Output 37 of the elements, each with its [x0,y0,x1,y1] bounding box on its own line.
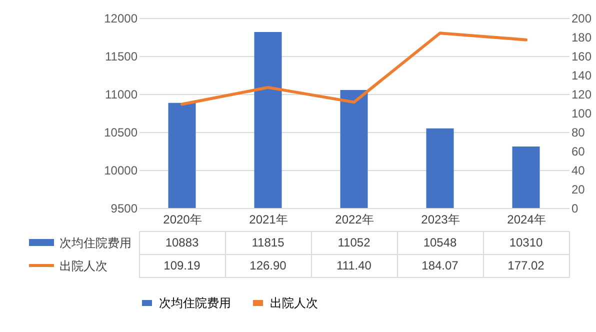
data-label: 11052 [338,236,371,250]
y-tick-label: 10500 [104,126,138,140]
x-tick-label: 2022年 [335,212,374,226]
y2-tick-label: 0 [572,202,578,216]
data-label: 126.90 [250,258,287,272]
data-label: 11815 [252,236,285,250]
legend-label: 次均住院费用 [159,296,231,310]
legend-label: 出院人次 [60,259,108,273]
text: 出院人次 [270,296,318,310]
y2-tick-label: 100 [572,106,592,120]
y2-tick-label: 80 [572,126,586,140]
x-tick-label: 2021年 [249,212,288,226]
y-tick-label: 12000 [104,12,138,26]
y2-tick-label: 120 [572,88,592,102]
data-label: 10548 [423,236,458,250]
y2-tick-label: 140 [572,68,592,82]
y-tick-label: 11000 [105,88,138,102]
y-tick-label: 9500 [110,202,138,216]
y-tick-label: 11500 [105,50,138,64]
data-label: 177.02 [508,258,545,272]
x-tick-label: 2020年 [163,212,202,226]
y2-tick-label: 40 [572,164,586,178]
y2-tick-label: 60 [572,144,586,158]
line-series [180,32,528,106]
data-label: 111.40 [336,258,372,272]
x-tick-label: 2023年 [421,212,460,226]
data-label: 184.07 [422,258,459,272]
text: 次均住院费用 [60,236,132,250]
y-tick-label: 10000 [104,164,138,178]
y2-tick-label: 180 [572,30,592,44]
y2-tick-label: 200 [572,12,592,26]
data-label: 10310 [509,236,544,250]
y2-tick-label: 20 [572,182,586,196]
x-tick-label: 2024年 [507,212,546,226]
data-label: 109.19 [164,258,201,272]
data-label: 10883 [165,236,200,250]
y2-tick-label: 160 [572,50,592,64]
